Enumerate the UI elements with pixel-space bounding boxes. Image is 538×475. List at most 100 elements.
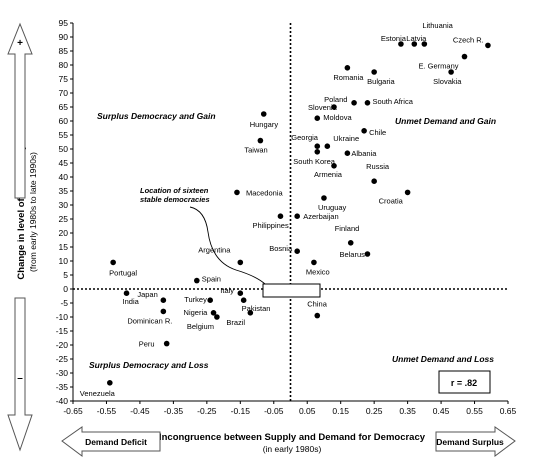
data-point-label: Peru xyxy=(139,340,155,349)
left-arrow-shape xyxy=(61,426,161,457)
x-tick-label: 0.45 xyxy=(433,406,450,416)
y-tick-label: -15 xyxy=(56,326,69,336)
data-point-label: Mexico xyxy=(306,267,330,276)
y-tick-label: 0 xyxy=(63,284,68,294)
quadrant-label-top-right: Unmet Demand and Gain xyxy=(395,116,496,126)
data-point-label: Turkey xyxy=(184,295,207,304)
data-point-label: Brazil xyxy=(226,318,245,327)
data-point xyxy=(371,178,377,184)
x-tick-label: 0.25 xyxy=(366,406,383,416)
data-point-label: Venezuela xyxy=(80,389,116,398)
y-tick-label: 25 xyxy=(59,214,69,224)
x-tick-label: 0.35 xyxy=(399,406,416,416)
data-point xyxy=(461,53,468,60)
data-point-label: India xyxy=(123,297,140,306)
data-point xyxy=(344,65,351,71)
data-point xyxy=(194,277,200,284)
data-point xyxy=(257,137,264,144)
x-tick-label: 0.15 xyxy=(332,406,349,416)
data-point xyxy=(448,69,454,75)
x-tick-label: -0.35 xyxy=(164,406,184,416)
y-axis-subtitle: (from early 1980s to late 1990s) xyxy=(28,152,38,272)
y-tick-label: 85 xyxy=(59,46,69,56)
data-point-label: Argentina xyxy=(198,245,231,254)
data-point-label: Finland xyxy=(335,224,360,233)
x-tick-label: -0.65 xyxy=(63,406,83,416)
y-tick-label: 50 xyxy=(59,144,69,154)
y-tick-label: 35 xyxy=(59,186,69,196)
data-point-label: Georgia xyxy=(291,133,319,142)
data-point xyxy=(247,310,254,316)
data-point xyxy=(331,163,337,169)
data-point xyxy=(210,310,217,316)
right-arrow-shape xyxy=(435,426,516,457)
y-tick-label: 45 xyxy=(59,158,69,168)
y-tick-label: -20 xyxy=(56,340,69,350)
data-point-label: Dominican R. xyxy=(127,316,172,325)
data-point xyxy=(237,290,244,297)
x-tick-label: -0.55 xyxy=(97,406,117,416)
data-point xyxy=(351,100,357,106)
y-tick-label: 30 xyxy=(59,200,69,210)
y-tick-label: -25 xyxy=(56,354,69,364)
data-point xyxy=(324,143,331,149)
data-point xyxy=(214,314,220,320)
data-point-label: Bulgaria xyxy=(367,77,395,86)
data-point xyxy=(485,42,491,49)
y-tick-label: 40 xyxy=(59,172,69,182)
data-point-label: Pakistan xyxy=(242,304,271,313)
data-point-label: Philippines xyxy=(252,221,289,230)
data-point xyxy=(110,259,116,266)
data-point xyxy=(411,41,418,47)
data-point-label: Czech R. xyxy=(453,35,484,44)
x-tick-label: -0.15 xyxy=(231,406,251,416)
up-arrow-shape xyxy=(7,22,33,199)
data-point-label: Macedonia xyxy=(246,188,284,197)
data-point xyxy=(421,41,428,47)
data-point xyxy=(398,41,404,47)
quadrant-label-bottom-right: Unmet Demand and Loss xyxy=(392,354,494,364)
data-point-label: Ukraine xyxy=(333,134,359,143)
data-point xyxy=(294,248,300,254)
data-point-label: South Africa xyxy=(372,97,413,106)
data-point xyxy=(321,195,327,201)
data-point-label: Nigeria xyxy=(184,308,209,317)
data-point-label: Portugal xyxy=(109,268,137,277)
correlation-value: r = .82 xyxy=(451,378,477,388)
y-tick-label: 5 xyxy=(63,270,68,280)
data-point xyxy=(311,259,317,266)
data-point-label: Russia xyxy=(366,162,390,171)
x-tick-label: -0.45 xyxy=(130,406,150,416)
y-tick-label: 20 xyxy=(59,228,69,238)
y-tick-label: -30 xyxy=(56,368,69,378)
data-point xyxy=(314,115,321,121)
data-point-label: Slovenia xyxy=(308,103,338,112)
y-tick-label: 10 xyxy=(59,256,69,266)
data-point-label: Moldova xyxy=(323,113,352,122)
y-tick-label: 90 xyxy=(59,32,69,42)
y-tick-label: 60 xyxy=(59,116,69,126)
y-axis-title: Change in level of Democracy xyxy=(16,144,27,280)
data-point-label: Slovakia xyxy=(433,77,462,86)
data-point xyxy=(260,111,267,117)
data-point-label: Uruguay xyxy=(318,203,347,212)
data-point xyxy=(344,150,351,156)
up-arrow-label: + xyxy=(17,38,23,49)
x-tick-label: 0.65 xyxy=(500,406,517,416)
x-tick-label: 0.55 xyxy=(466,406,483,416)
data-point-label: China xyxy=(307,300,327,309)
data-point xyxy=(294,213,300,219)
x-axis-subtitle: (in early 1980s) xyxy=(263,444,322,454)
y-tick-label: 15 xyxy=(59,242,69,252)
data-point xyxy=(107,380,113,386)
annotation-leader-line xyxy=(189,206,266,285)
data-point xyxy=(160,308,167,315)
y-tick-label: -10 xyxy=(56,312,69,322)
data-point xyxy=(277,213,284,219)
data-point-label: Japan xyxy=(137,290,157,299)
data-point-label: South Korea xyxy=(293,157,336,166)
data-point xyxy=(361,128,367,134)
data-point-label: Armenia xyxy=(314,170,343,179)
